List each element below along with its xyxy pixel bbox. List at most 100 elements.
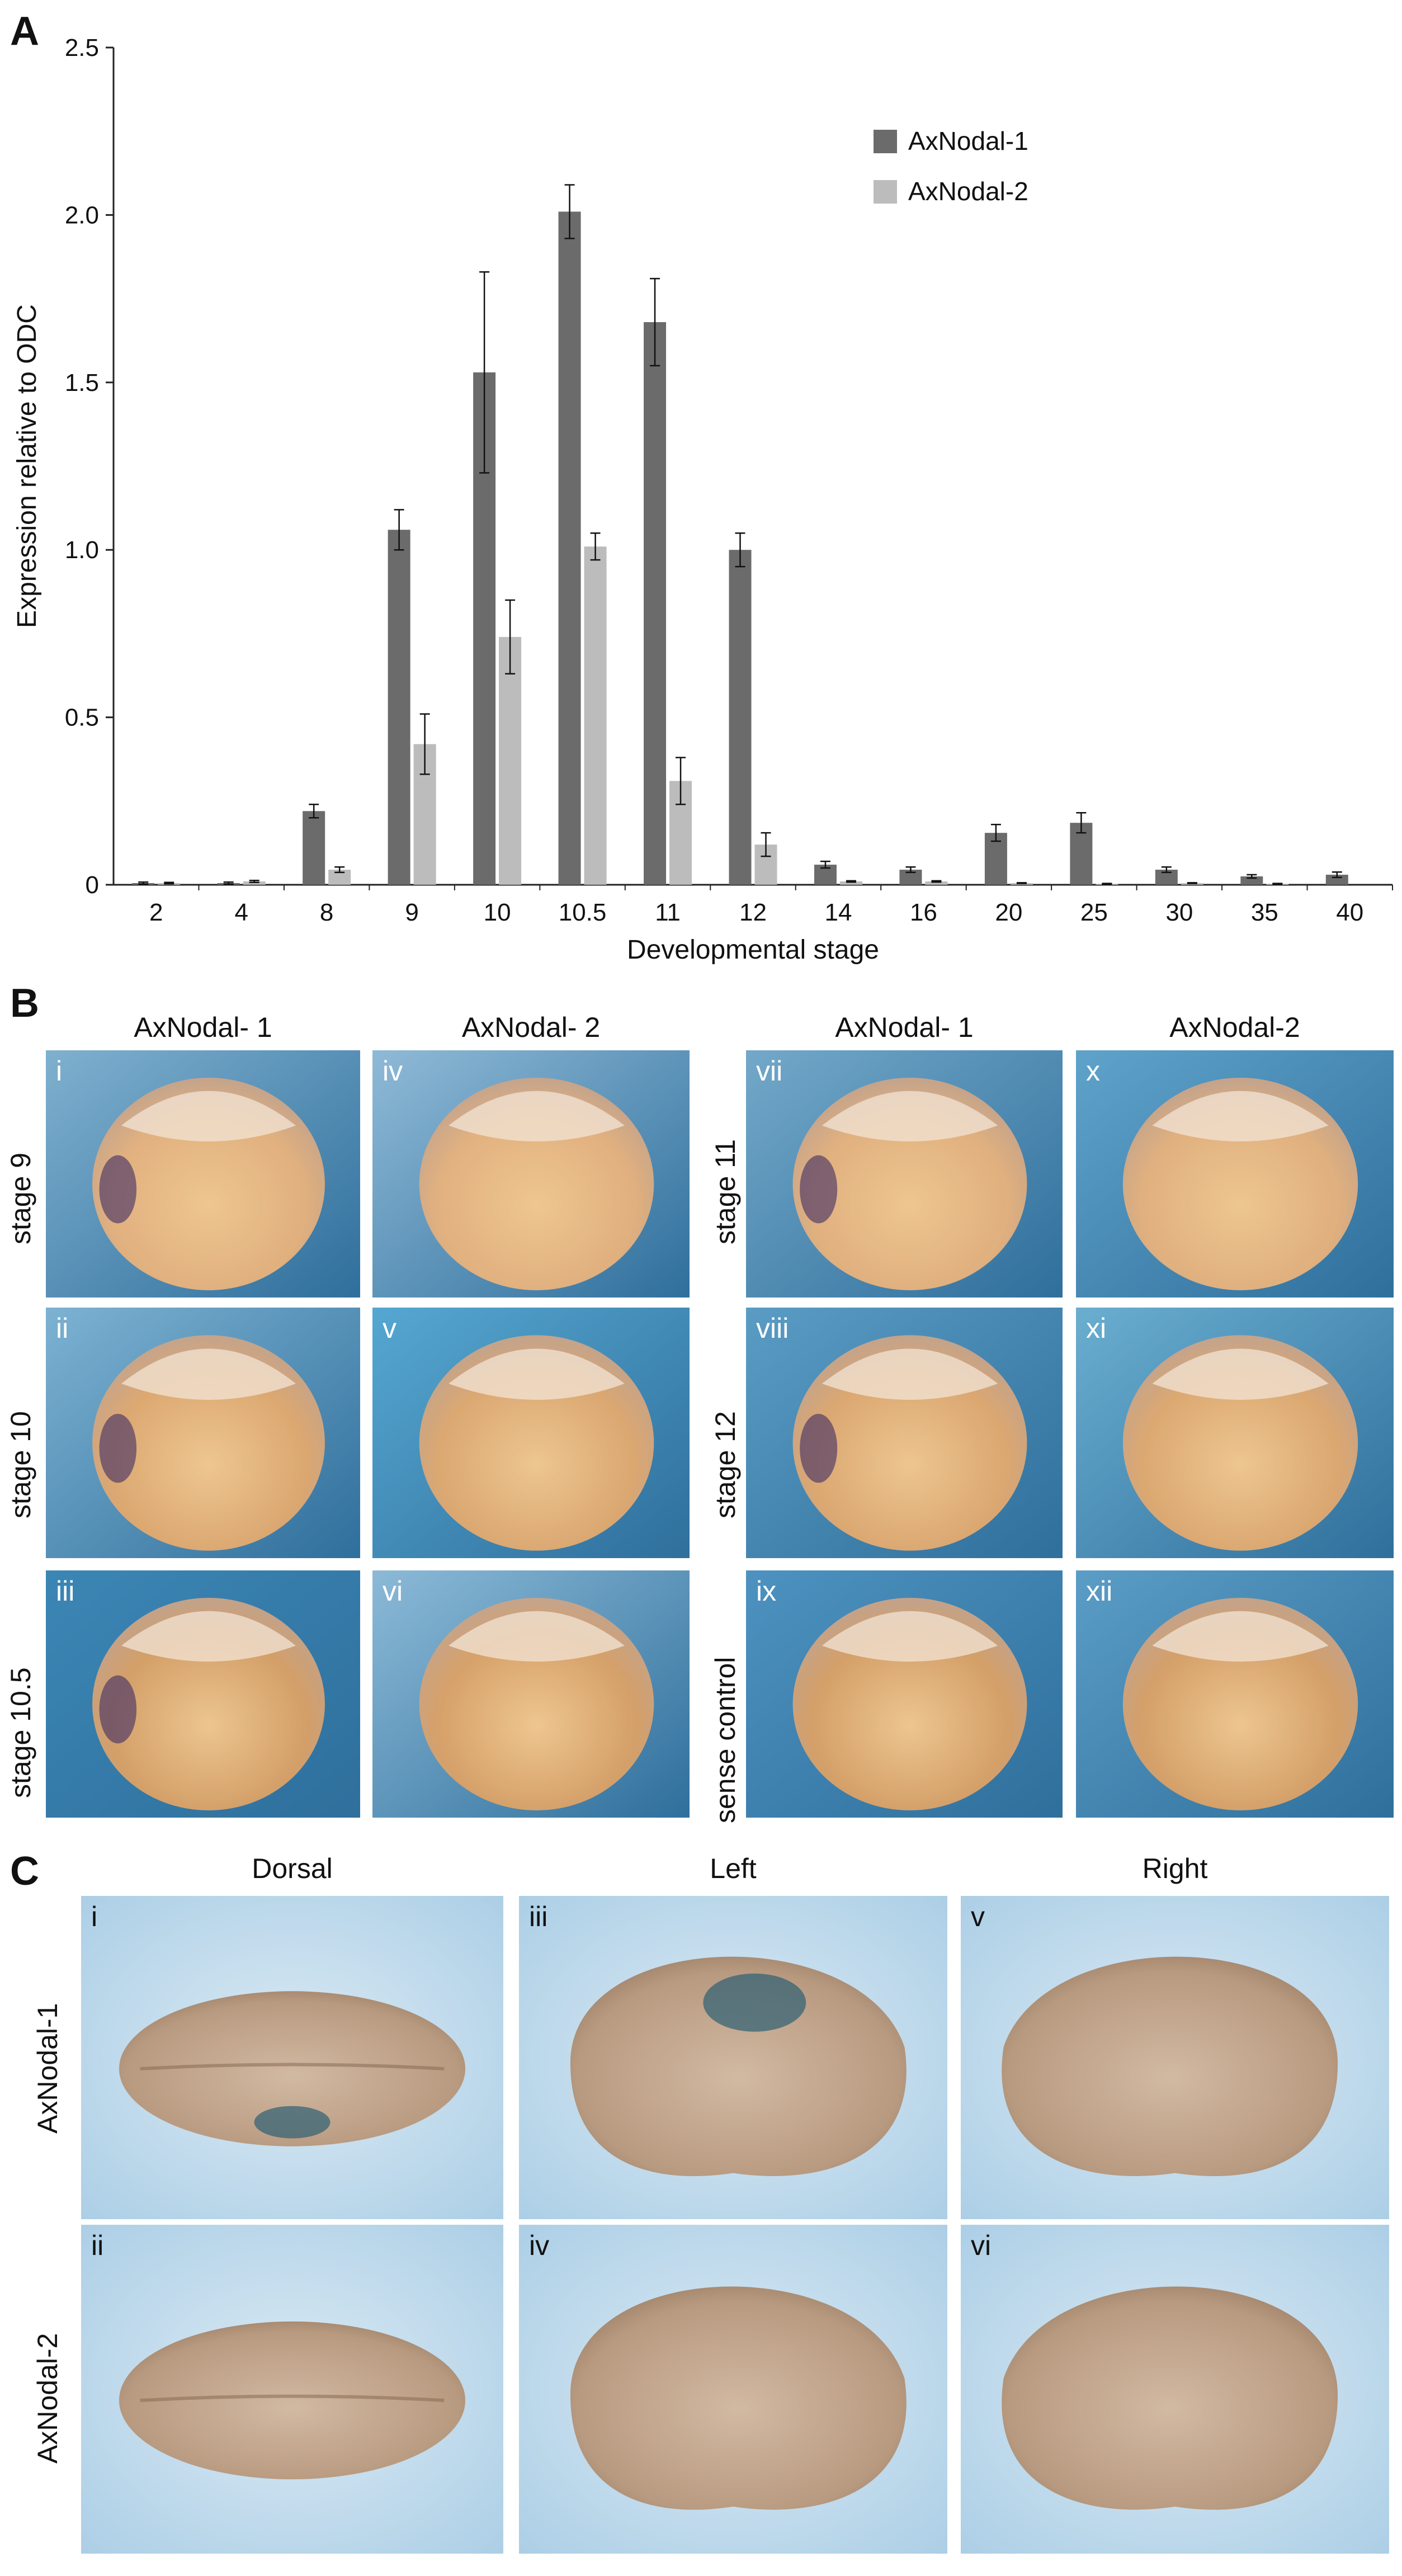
- panel-b-row-label-stage-9: stage 9: [5, 1152, 36, 1244]
- panel-b-row-label-stage-10-5: stage 10.5: [5, 1667, 36, 1798]
- tile-roman-label: v: [383, 1313, 396, 1344]
- embryo-photo: [519, 2225, 947, 2554]
- panel-b-row-label-stage-10: stage 10: [5, 1411, 36, 1518]
- legend-swatch: [874, 130, 897, 153]
- stain-region: [800, 1155, 838, 1224]
- tile-roman-label: xi: [1086, 1313, 1107, 1344]
- blastocoel-roof: [1152, 1348, 1329, 1400]
- embryo-photo: [372, 1050, 690, 1298]
- neural-groove: [140, 2394, 445, 2402]
- panel-b-row-label-stage-12: stage 12: [710, 1411, 741, 1518]
- panel-b-tile-iii: iii: [46, 1570, 360, 1818]
- panel-b-tile-v: v: [372, 1308, 690, 1558]
- embryo-photo: [961, 1896, 1389, 2219]
- tile-roman-label: iii: [56, 1575, 75, 1607]
- bar: [839, 881, 862, 885]
- panel-b-column-title-1: AxNodal- 1: [134, 1012, 272, 1043]
- x-tick-label: 16: [910, 899, 937, 926]
- panel-b-tile-i: i: [46, 1050, 360, 1298]
- y-tick-label: 0: [86, 871, 99, 899]
- tile-roman-label: vi: [383, 1575, 403, 1607]
- blastocoel-roof: [449, 1611, 625, 1662]
- embryo-photo: [746, 1308, 1063, 1558]
- panel-c-tile-i: i: [81, 1896, 503, 2219]
- y-axis-label: Expression relative to ODC: [12, 304, 42, 628]
- tile-roman-label: vi: [971, 2230, 992, 2261]
- tile-roman-label: iv: [383, 1055, 403, 1087]
- stain-region: [254, 2106, 331, 2139]
- x-tick-label: 25: [1080, 899, 1108, 926]
- y-tick-label: 2.0: [65, 201, 99, 229]
- embryo-body: [119, 1991, 466, 2146]
- embryo-photo: [372, 1570, 690, 1818]
- embryo-photo: [46, 1308, 360, 1558]
- embryo-photo: [746, 1570, 1063, 1818]
- panel-c-column-title-dorsal: Dorsal: [252, 1853, 333, 1884]
- embryo-photo: [81, 1896, 503, 2219]
- panel-c-letter: C: [10, 1849, 39, 1894]
- panel-c-row-label-axnodal-1: AxNodal-1: [32, 2003, 63, 2134]
- panel-c-tile-iv: iv: [519, 2225, 947, 2554]
- x-tick-label: 10: [484, 899, 511, 926]
- embryo-body: [1002, 1956, 1338, 2177]
- tile-roman-label: iv: [529, 2230, 550, 2261]
- panel-c-row-label-axnodal-2: AxNodal-2: [32, 2333, 63, 2464]
- bar: [925, 881, 948, 885]
- bar: [388, 530, 410, 885]
- tile-roman-label: xii: [1086, 1575, 1113, 1607]
- blastocoel-roof: [822, 1348, 998, 1400]
- y-tick-label: 1.5: [65, 369, 99, 397]
- panel-b-letter: B: [10, 981, 39, 1026]
- embryo-photo: [46, 1570, 360, 1818]
- tile-roman-label: x: [1086, 1055, 1100, 1087]
- bar: [1240, 876, 1263, 885]
- x-tick-label: 11: [655, 899, 681, 926]
- embryo-photo: [746, 1050, 1063, 1298]
- bar: [558, 211, 581, 885]
- x-tick-label: 40: [1336, 899, 1363, 926]
- x-tick-label: 2: [149, 899, 163, 926]
- tile-roman-label: v: [971, 1901, 985, 1932]
- x-tick-label: 30: [1165, 899, 1193, 926]
- panel-b-tile-vi: vi: [372, 1570, 690, 1818]
- x-tick-label: 9: [405, 899, 418, 926]
- tile-roman-label: ii: [56, 1313, 69, 1344]
- panel-b-tile-ii: ii: [46, 1308, 360, 1558]
- bar: [1325, 875, 1348, 885]
- embryo-photo: [961, 2225, 1389, 2554]
- embryo-body: [570, 2286, 907, 2510]
- stain-region: [703, 1973, 806, 2032]
- embryo-photo: [1076, 1308, 1394, 1558]
- stain-region: [99, 1675, 137, 1744]
- panel-c-column-title-right: Right: [1142, 1853, 1208, 1884]
- panel-b-column-title-2: AxNodal- 2: [461, 1012, 601, 1043]
- blastocoel-roof: [1152, 1611, 1329, 1662]
- tile-roman-label: viii: [756, 1313, 789, 1344]
- blastocoel-roof: [121, 1091, 296, 1141]
- panel-b-row-label-sense-control: sense control: [710, 1657, 741, 1823]
- y-tick-label: 0.5: [65, 704, 99, 732]
- blastocoel-roof: [121, 1611, 296, 1662]
- embryo-photo: [46, 1050, 360, 1298]
- panel-c-column-title-left: Left: [710, 1853, 757, 1884]
- x-tick-label: 14: [824, 899, 852, 926]
- neural-groove: [140, 2063, 445, 2070]
- panel-b-tile-viii: viii: [746, 1308, 1063, 1558]
- blastocoel-roof: [1152, 1091, 1329, 1141]
- embryo-body: [570, 1956, 907, 2177]
- expression-bar-chart: 0 0.5 1.0 1.5 2.0 2.5 2 4 8 9 10 10.5 11 12 14 16 20 25 30…: [12, 34, 1393, 965]
- x-axis-label: Developmental stage: [627, 935, 879, 965]
- tile-roman-label: iii: [529, 1901, 548, 1932]
- x-tick-label: 10.5: [559, 899, 607, 926]
- y-tick-label: 1.0: [65, 536, 99, 564]
- stain-region: [800, 1413, 838, 1483]
- panel-b-row-label-stage-11: stage 11: [710, 1139, 741, 1244]
- panel-b-column-title-3: AxNodal- 1: [835, 1012, 974, 1043]
- legend-swatch: [874, 180, 897, 204]
- bar: [729, 550, 752, 885]
- tile-roman-label: vii: [756, 1055, 783, 1087]
- bar: [303, 811, 325, 885]
- panel-b-tile-ix: ix: [746, 1570, 1063, 1818]
- panel-c-tile-vi: vi: [961, 2225, 1389, 2554]
- embryo-photo: [1076, 1050, 1394, 1298]
